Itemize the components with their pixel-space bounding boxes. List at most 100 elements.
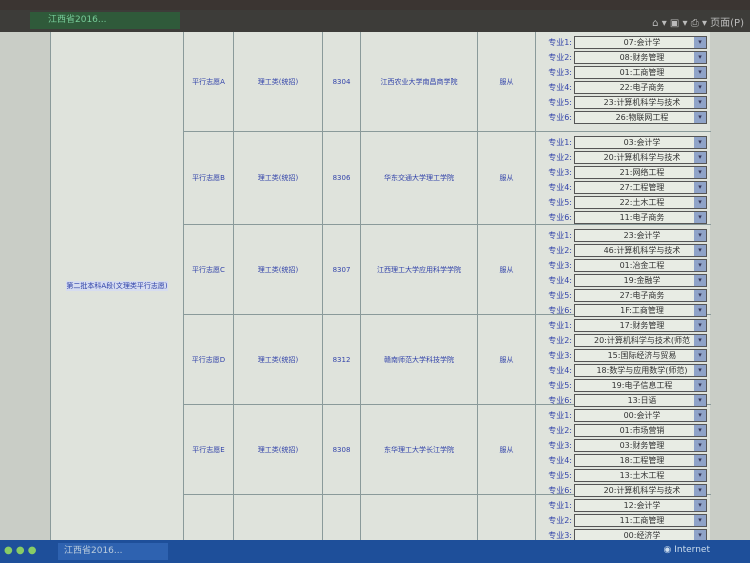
chevron-down-icon[interactable]: ▾ [694, 440, 706, 451]
major-select[interactable]: 1F:工商管理 ▾ [574, 304, 707, 317]
chevron-down-icon[interactable]: ▾ [694, 260, 706, 271]
major-select[interactable]: 03:财务管理 ▾ [574, 439, 707, 452]
chevron-down-icon[interactable]: ▾ [694, 197, 706, 208]
major-select[interactable]: 23:计算机科学与技术 ▾ [574, 96, 707, 109]
major-select[interactable]: 13:土木工程 ▾ [574, 469, 707, 482]
major-select[interactable]: 23:会计学 ▾ [574, 229, 707, 242]
print-icon[interactable]: ⎙ [690, 18, 699, 29]
major-select[interactable]: 01:市场营销 ▾ [574, 424, 707, 437]
chevron-down-icon[interactable]: ▾ [694, 67, 706, 78]
chevron-down-icon[interactable]: ▾ [694, 425, 706, 436]
major-label: 专业2: [548, 336, 572, 345]
major-select[interactable]: 12:会计学 ▾ [574, 499, 707, 512]
major-select[interactable]: 20:计算机科学与技术 ▾ [574, 151, 707, 164]
major-label: 专业3: [548, 168, 572, 177]
browser-tab[interactable]: 江西省2016... [30, 12, 180, 29]
major-select[interactable]: 20:计算机科学与技术 ▾ [574, 484, 707, 497]
chevron-down-icon[interactable]: ▾ [694, 97, 706, 108]
chevron-down-icon[interactable]: ▾ [694, 455, 706, 466]
major-label: 专业5: [548, 198, 572, 207]
chevron-down-icon[interactable]: ▾ [694, 350, 706, 361]
major-select[interactable]: 19:金融学 ▾ [574, 274, 707, 287]
chevron-down-icon[interactable]: ▾ [694, 52, 706, 63]
chevron-down-icon[interactable]: ▾ [694, 410, 706, 421]
major-label: 专业1: [548, 38, 572, 47]
chevron-down-icon[interactable]: ▾ [694, 137, 706, 148]
major-select[interactable]: 20:计算机科学与技术(师范 ▾ [574, 334, 707, 347]
major-select[interactable]: 22:土木工程 ▾ [574, 196, 707, 209]
major-select[interactable]: 18:数学与应用数学(师范) ▾ [574, 364, 707, 377]
code-cell: 8304 [323, 32, 361, 131]
major-item: 专业6: 20:计算机科学与技术 ▾ [536, 483, 711, 498]
feed-icon[interactable]: ▣ [669, 18, 680, 29]
chevron-down-icon[interactable]: ▾ [694, 470, 706, 481]
chevron-down-icon[interactable]: ▾ [694, 82, 706, 93]
major-item: 专业2: 11:工商管理 ▾ [536, 513, 711, 528]
major-value: 11:工商管理 [619, 516, 665, 525]
major-select[interactable]: 13:日语 ▾ [574, 394, 707, 407]
chevron-down-icon[interactable]: ▾ [694, 395, 706, 406]
major-value: 07:会计学 [623, 38, 661, 47]
major-select[interactable]: 21:网络工程 ▾ [574, 166, 707, 179]
major-select[interactable]: 01:工商管理 ▾ [574, 66, 707, 79]
major-select[interactable]: 11:工商管理 ▾ [574, 514, 707, 527]
major-select[interactable]: 11:电子商务 ▾ [574, 211, 707, 224]
chevron-down-icon[interactable]: ▾ [694, 485, 706, 496]
chevron-down-icon[interactable]: ▾ [694, 275, 706, 286]
major-select[interactable]: 27:工程管理 ▾ [574, 181, 707, 194]
major-item: 专业2: 08:财务管理 ▾ [536, 50, 711, 65]
chevron-down-icon[interactable]: ▾ [694, 212, 706, 223]
chevron-down-icon[interactable]: ▾ [694, 152, 706, 163]
major-label: 专业4: [548, 456, 572, 465]
chevron-down-icon[interactable]: ▾ [694, 290, 706, 301]
chevron-down-icon[interactable]: ▾ [694, 112, 706, 123]
major-value: 23:会计学 [623, 231, 661, 240]
taskbar-item[interactable]: 江西省2016... [58, 543, 168, 560]
chevron-down-icon[interactable]: ▾ [694, 515, 706, 526]
major-select[interactable]: 18:工程管理 ▾ [574, 454, 707, 467]
major-select[interactable]: 46:计算机科学与技术 ▾ [574, 244, 707, 257]
chevron-down-icon[interactable]: ▾ [694, 167, 706, 178]
major-value: 22:土木工程 [619, 198, 665, 207]
major-label: 专业2: [548, 246, 572, 255]
chevron-down-icon[interactable]: ▾ [694, 500, 706, 511]
home-icon[interactable]: ⌂ [652, 18, 659, 29]
major-select[interactable]: 19:电子信息工程 ▾ [574, 379, 707, 392]
category-cell: 理工类(统招) [234, 315, 323, 404]
chevron-down-icon[interactable]: ▾ [694, 182, 706, 193]
major-select[interactable]: 22:电子商务 ▾ [574, 81, 707, 94]
table-row: 平行志愿B 理工类(统招) 8306 华东交通大学理工学院 服从 专业1: 03:会计学 ▾ 专… [184, 132, 711, 225]
major-label: 专业3: [548, 531, 572, 540]
major-value: 27:电子商务 [619, 291, 665, 300]
major-select[interactable]: 26:物联网工程 ▾ [574, 111, 707, 124]
group-cell: 第二批本科A段(文理类平行志愿) [51, 32, 184, 540]
obey-cell: 服从 [478, 225, 536, 314]
major-select[interactable]: 17:财务管理 ▾ [574, 319, 707, 332]
chevron-down-icon[interactable]: ▾ [694, 530, 706, 541]
category-cell: 理工类(统招) [234, 32, 323, 131]
major-select[interactable]: 03:会计学 ▾ [574, 136, 707, 149]
chevron-down-icon[interactable]: ▾ [694, 365, 706, 376]
major-select[interactable]: 15:国际经济与贸易 ▾ [574, 349, 707, 362]
major-value: 20:计算机科学与技术 [603, 153, 681, 162]
major-item: 专业5: 23:计算机科学与技术 ▾ [536, 95, 711, 110]
chevron-down-icon[interactable]: ▾ [694, 230, 706, 241]
major-select[interactable]: 08:财务管理 ▾ [574, 51, 707, 64]
chevron-down-icon[interactable]: ▾ [694, 245, 706, 256]
chevron-down-icon[interactable]: ▾ [694, 320, 706, 331]
start-icon[interactable]: ● ● ● [4, 545, 37, 556]
major-item: 专业1: 12:会计学 ▾ [536, 498, 711, 513]
chevron-down-icon[interactable]: ▾ [694, 305, 706, 316]
taskbar: ● ● ● 江西省2016... ◉ Internet [0, 540, 750, 563]
chevron-down-icon[interactable]: ▾ [694, 380, 706, 391]
majors-cell: 专业1: 12:会计学 ▾ 专业2: 11:工商管理 ▾ 专业3: 00:经济学 ▾ [536, 495, 711, 554]
chevron-down-icon[interactable]: ▾ [694, 335, 706, 346]
chevron-down-icon[interactable]: ▾ [694, 37, 706, 48]
major-select[interactable]: 00:会计学 ▾ [574, 409, 707, 422]
major-select[interactable]: 07:会计学 ▾ [574, 36, 707, 49]
major-select[interactable]: 01:冶金工程 ▾ [574, 259, 707, 272]
major-value: 21:网络工程 [619, 168, 665, 177]
page-menu[interactable]: 页面(P) [710, 18, 744, 29]
major-select[interactable]: 27:电子商务 ▾ [574, 289, 707, 302]
major-item: 专业1: 07:会计学 ▾ [536, 35, 711, 50]
